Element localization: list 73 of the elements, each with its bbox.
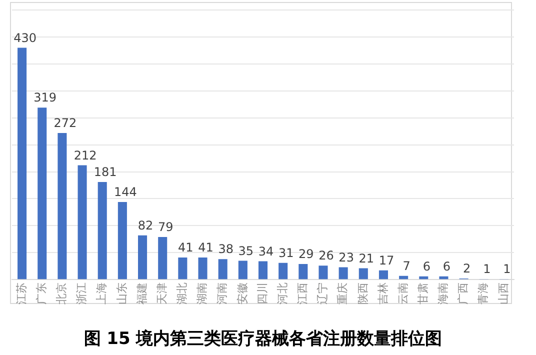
bar bbox=[138, 235, 148, 280]
x-tick-label: 山东 bbox=[115, 282, 128, 305]
x-tick-label: 陕西 bbox=[356, 282, 370, 305]
bar bbox=[218, 259, 228, 280]
data-label: 319 bbox=[34, 90, 57, 105]
bar bbox=[378, 270, 388, 280]
x-tick-label: 山西 bbox=[496, 282, 510, 305]
data-label: 6 bbox=[422, 259, 430, 274]
data-label: 21 bbox=[358, 251, 374, 266]
bar bbox=[318, 266, 328, 280]
data-label: 29 bbox=[298, 247, 314, 262]
bar bbox=[118, 202, 127, 280]
x-tick-label: 江西 bbox=[296, 282, 310, 305]
bar bbox=[58, 132, 67, 280]
bar bbox=[278, 262, 288, 280]
data-label: 17 bbox=[378, 254, 394, 268]
data-label: 23 bbox=[338, 250, 354, 264]
data-label: 34 bbox=[258, 244, 274, 258]
data-label: 212 bbox=[74, 148, 97, 162]
bar bbox=[358, 268, 368, 280]
bar bbox=[338, 267, 348, 280]
x-tick-label: 青海 bbox=[476, 282, 490, 305]
data-label: 6 bbox=[442, 259, 451, 274]
data-label: 181 bbox=[94, 165, 117, 180]
bar bbox=[198, 257, 208, 280]
x-tick-label: 福建 bbox=[135, 282, 148, 305]
x-tick-label: 河北 bbox=[276, 282, 289, 305]
x-tick-label: 上海 bbox=[95, 282, 108, 305]
x-tick-label: 安徽 bbox=[236, 282, 249, 305]
x-tick-label: 河南 bbox=[216, 282, 229, 305]
data-label: 26 bbox=[318, 248, 334, 263]
bar bbox=[78, 165, 87, 280]
x-tick-label: 辽宁 bbox=[316, 282, 330, 305]
data-label: 41 bbox=[178, 240, 194, 255]
x-tick-label: 浙江 bbox=[75, 282, 88, 305]
x-tick-label: 北京 bbox=[55, 282, 68, 305]
text: 图 15 境内第三类医疗器械各省注册数量排位图 bbox=[84, 329, 442, 350]
x-tick-label: 广东 bbox=[34, 282, 48, 305]
x-tick-label: 广西 bbox=[456, 282, 470, 305]
bar bbox=[18, 48, 27, 280]
x-tick-label: 云南 bbox=[396, 282, 410, 305]
x-tick-label: 江苏 bbox=[14, 282, 28, 305]
bar bbox=[298, 264, 308, 280]
bar bbox=[258, 261, 268, 280]
bar bbox=[98, 182, 107, 280]
x-tick-label: 湖北 bbox=[176, 282, 189, 305]
data-label: 272 bbox=[54, 116, 77, 130]
data-label: 31 bbox=[278, 246, 294, 260]
data-label: 82 bbox=[138, 218, 154, 233]
bar bbox=[178, 257, 188, 280]
bar bbox=[419, 276, 428, 280]
bar bbox=[439, 276, 448, 280]
bar bbox=[38, 108, 47, 280]
x-tick-label: 四川 bbox=[256, 282, 269, 305]
data-label: 35 bbox=[238, 244, 254, 258]
bar bbox=[399, 276, 408, 280]
x-tick-label: 海南 bbox=[436, 282, 450, 305]
data-label: 1 bbox=[483, 262, 491, 276]
bar bbox=[238, 260, 248, 280]
x-tick-label: 甘肃 bbox=[416, 282, 430, 305]
data-label: 38 bbox=[218, 242, 234, 256]
x-tick-label: 湖南 bbox=[196, 282, 209, 305]
data-label: 430 bbox=[14, 30, 36, 45]
x-tick-label: 吉林 bbox=[376, 282, 390, 305]
x-tick-label: 天津 bbox=[155, 282, 168, 305]
data-label: 2 bbox=[462, 262, 471, 276]
data-label: 79 bbox=[158, 220, 174, 234]
x-tick-label: 重庆 bbox=[336, 282, 350, 305]
data-label: 1 bbox=[503, 262, 511, 276]
data-label: 144 bbox=[114, 185, 137, 200]
data-label: 41 bbox=[198, 240, 214, 255]
bar bbox=[158, 237, 168, 280]
data-label: 7 bbox=[402, 258, 410, 273]
